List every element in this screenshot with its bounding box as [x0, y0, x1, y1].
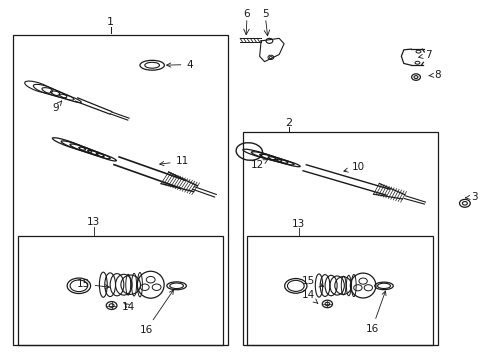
- Text: 8: 8: [429, 70, 441, 80]
- Text: 4: 4: [167, 59, 193, 69]
- Text: 15: 15: [76, 279, 109, 289]
- Text: 12: 12: [251, 159, 268, 170]
- Text: 6: 6: [244, 9, 250, 19]
- Text: 14: 14: [302, 291, 318, 303]
- Text: 14: 14: [122, 302, 135, 312]
- Text: 11: 11: [160, 156, 189, 166]
- Bar: [247, 235, 433, 345]
- Text: 7: 7: [418, 50, 431, 60]
- Text: 16: 16: [140, 290, 173, 335]
- Text: 10: 10: [344, 162, 365, 172]
- Text: 15: 15: [302, 276, 323, 287]
- Text: 2: 2: [285, 118, 293, 128]
- Text: 9: 9: [52, 101, 62, 113]
- Bar: [243, 132, 438, 345]
- Text: 3: 3: [466, 192, 478, 202]
- Text: 5: 5: [262, 9, 269, 19]
- Text: 1: 1: [107, 17, 114, 27]
- Bar: [13, 35, 228, 345]
- Text: 16: 16: [366, 291, 386, 334]
- Text: 13: 13: [87, 217, 100, 227]
- Text: 13: 13: [292, 219, 305, 229]
- Bar: [18, 235, 223, 345]
